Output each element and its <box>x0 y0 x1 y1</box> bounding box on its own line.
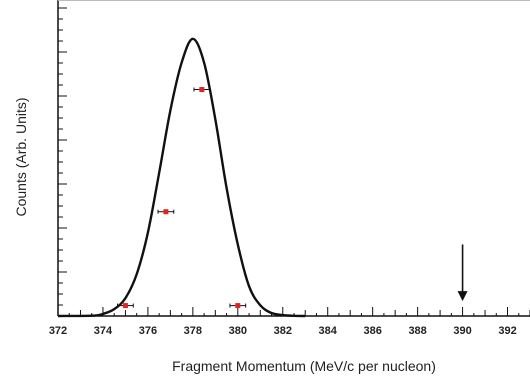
x-axis-title: Fragment Momentum (MeV/c per nucleon) <box>172 358 436 374</box>
x-tick-label: 388 <box>408 325 426 337</box>
plot-frame <box>57 0 530 317</box>
gaussian-fit-line <box>57 37 306 318</box>
data-marker <box>122 303 128 309</box>
data-point <box>229 303 247 309</box>
annotations <box>457 244 468 302</box>
x-tick-label: 376 <box>139 325 157 337</box>
data-point <box>157 209 175 215</box>
data-points <box>117 87 247 309</box>
data-marker <box>163 209 169 215</box>
x-tick-label: 382 <box>274 325 292 337</box>
x-tick-label: 386 <box>363 325 381 337</box>
x-tick-label: 384 <box>319 325 338 337</box>
arrow-annotation <box>457 244 468 302</box>
y-axis-ticks <box>58 7 67 317</box>
data-point <box>117 303 134 309</box>
data-point <box>193 87 211 93</box>
x-tick-label: 378 <box>184 325 202 337</box>
x-tick-label: 380 <box>229 325 247 337</box>
x-tick-label: 390 <box>453 325 471 337</box>
x-tick-label: 374 <box>94 325 113 337</box>
data-marker <box>235 303 241 309</box>
data-marker <box>199 87 205 93</box>
x-tick-label: 372 <box>49 325 67 337</box>
fit-curve <box>57 37 306 318</box>
x-tick-label: 392 <box>498 325 516 337</box>
x-axis-tick-labels: 372 374 376 378 380 382 384 386 388 390 392 <box>49 325 517 337</box>
y-axis-title: Counts (Arb. Units) <box>13 97 29 216</box>
arrow-head <box>457 291 468 302</box>
x-axis-ticks <box>57 307 530 316</box>
